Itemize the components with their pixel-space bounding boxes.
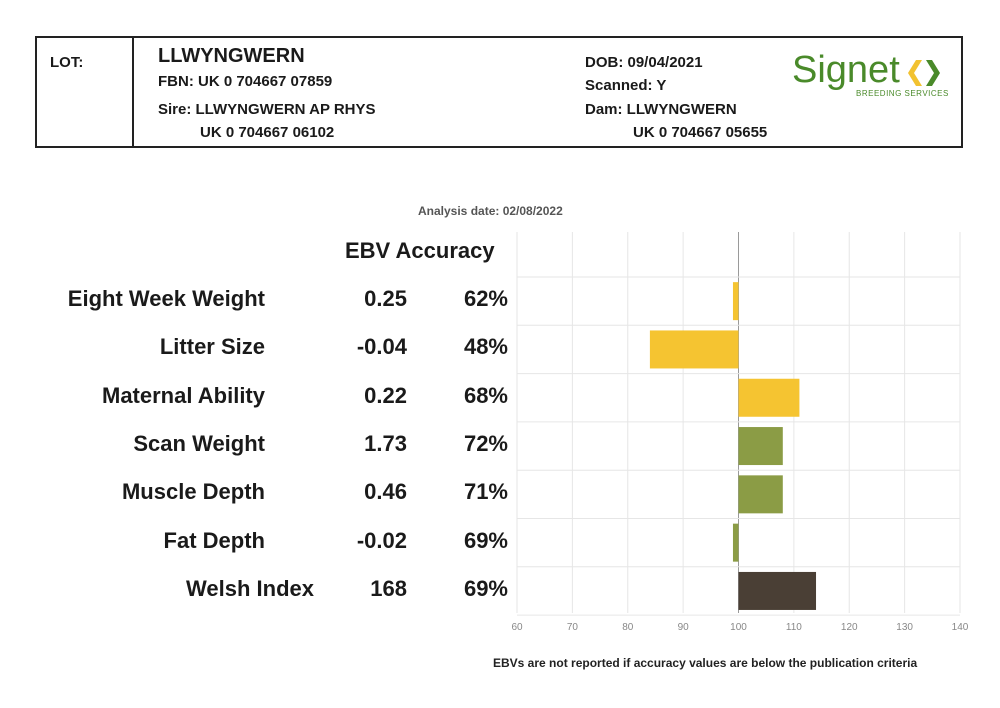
lot-label: LOT:: [50, 54, 84, 71]
dob-text: DOB: 09/04/2021: [585, 54, 703, 71]
ebv-value: -0.04: [356, 334, 407, 360]
sire-text: Sire: LLWYNGWERN AP RHYS: [158, 101, 376, 118]
x-tick-label: 130: [896, 622, 913, 633]
bar-muscle-depth: [738, 475, 783, 514]
scanned-text: Scanned: Y: [585, 77, 667, 94]
accuracy-value: 72%: [463, 430, 508, 456]
ebv-accuracy-heading: EBV Accuracy: [345, 238, 495, 263]
ebv-value: 0.25: [364, 286, 407, 311]
animal-name: LLWYNGWERN: [158, 45, 305, 67]
bar-litter-size: [649, 330, 739, 369]
x-tick-label: 120: [841, 622, 858, 633]
trait-label: Welsh Index: [186, 575, 314, 601]
fbn-text: FBN: UK 0 704667 07859: [158, 73, 333, 90]
x-tick-label: 140: [952, 622, 969, 633]
signet-logo: Signet BREEDING SERVICES: [792, 49, 949, 98]
logo-subtext: BREEDING SERVICES: [856, 89, 949, 98]
analysis-date: Analysis date: 02/08/2022: [418, 204, 563, 218]
bar-maternal-ability: [738, 378, 800, 417]
trait-label: Scan Weight: [133, 430, 265, 456]
dam-id-text: UK 0 704667 05655: [633, 124, 768, 141]
x-tick-label: 60: [511, 622, 523, 633]
trait-label: Litter Size: [159, 334, 265, 360]
publication-footnote: EBVs are not reported if accuracy values…: [493, 656, 918, 670]
ebv-value: 168: [370, 575, 407, 601]
accuracy-value: 69%: [463, 527, 508, 553]
accuracy-value: 62%: [463, 286, 508, 311]
header-divider: [132, 38, 134, 146]
trait-label: Fat Depth: [163, 527, 265, 553]
x-tick-label: 100: [730, 622, 747, 633]
logo-right-chevron-icon: [926, 60, 940, 86]
accuracy-value: 71%: [463, 479, 508, 505]
x-tick-label: 110: [786, 622, 802, 633]
logo-left-chevron-icon: [908, 60, 922, 86]
dam-text: Dam: LLWYNGWERN: [585, 101, 737, 118]
ebv-value: 1.73: [364, 430, 407, 456]
trait-label: Eight Week Weight: [67, 286, 265, 311]
animal-header: LOT: LLWYNGWERN FBN: UK 0 704667 07859 S…: [35, 36, 963, 148]
sire-id-text: UK 0 704667 06102: [200, 124, 335, 141]
x-tick-label: 80: [622, 622, 634, 633]
x-tick-label: 90: [678, 622, 690, 633]
trait-label: Muscle Depth: [121, 479, 265, 505]
bar-fat-depth: [732, 523, 739, 562]
accuracy-value: 68%: [463, 382, 508, 408]
bar-welsh-index: [738, 571, 817, 610]
logo-wordmark: Signet: [792, 49, 900, 91]
accuracy-value: 48%: [463, 334, 508, 360]
bar-scan-weight: [738, 427, 783, 466]
bar-eight-week-weight: [732, 282, 739, 321]
ebv-value: -0.02: [356, 527, 407, 553]
trait-label: Maternal Ability: [102, 382, 265, 408]
accuracy-value: 69%: [463, 575, 508, 601]
ebv-value: 0.46: [364, 479, 407, 505]
ebv-value: 0.22: [364, 382, 407, 408]
x-tick-label: 70: [567, 622, 579, 633]
